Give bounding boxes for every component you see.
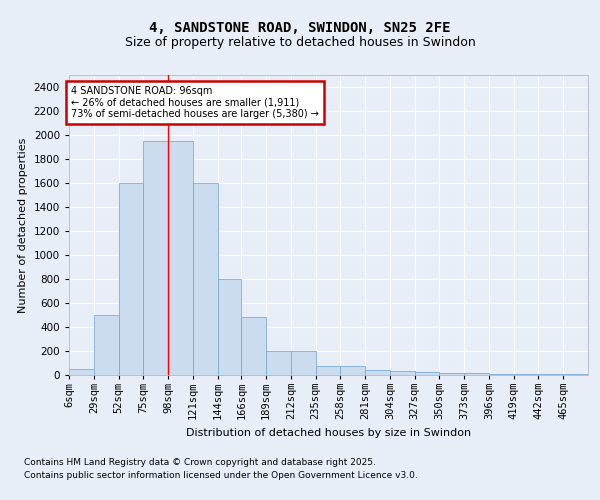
Bar [365, 370, 390, 375]
Bar [514, 374, 538, 375]
Text: 4 SANDSTONE ROAD: 96sqm
← 26% of detached houses are smaller (1,911)
73% of semi: 4 SANDSTONE ROAD: 96sqm ← 26% of detache… [71, 86, 319, 118]
Bar [563, 374, 588, 375]
Bar [390, 371, 415, 375]
Text: Size of property relative to detached houses in Swindon: Size of property relative to detached ho… [125, 36, 475, 49]
Bar [464, 373, 489, 375]
Bar [538, 374, 563, 375]
Bar [143, 141, 168, 375]
Bar [69, 369, 94, 375]
Bar [119, 183, 143, 375]
Text: Contains public sector information licensed under the Open Government Licence v3: Contains public sector information licen… [24, 472, 418, 480]
Bar [94, 315, 119, 375]
Bar [218, 279, 241, 375]
Bar [291, 351, 316, 375]
Bar [489, 374, 514, 375]
X-axis label: Distribution of detached houses by size in Swindon: Distribution of detached houses by size … [186, 428, 471, 438]
Bar [415, 372, 439, 375]
Bar [241, 318, 266, 375]
Bar [340, 366, 365, 375]
Bar [266, 351, 291, 375]
Text: 4, SANDSTONE ROAD, SWINDON, SN25 2FE: 4, SANDSTONE ROAD, SWINDON, SN25 2FE [149, 20, 451, 34]
Bar [168, 141, 193, 375]
Bar [439, 372, 464, 375]
Y-axis label: Number of detached properties: Number of detached properties [18, 138, 28, 312]
Bar [193, 183, 218, 375]
Bar [316, 366, 340, 375]
Text: Contains HM Land Registry data © Crown copyright and database right 2025.: Contains HM Land Registry data © Crown c… [24, 458, 376, 467]
